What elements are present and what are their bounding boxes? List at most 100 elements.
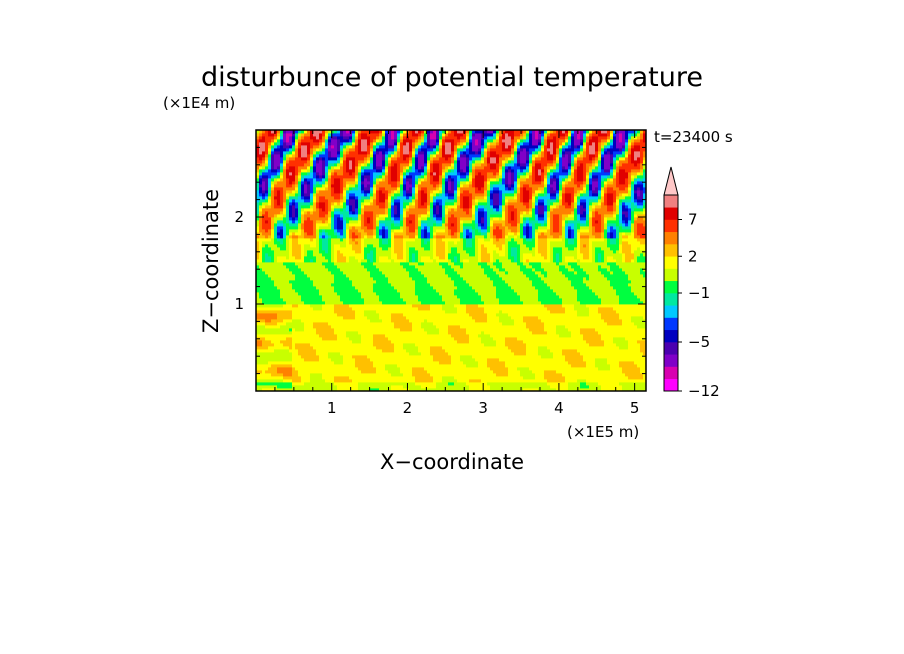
contour-cell bbox=[397, 208, 401, 212]
contour-cell bbox=[352, 349, 356, 353]
contour-cell bbox=[409, 142, 413, 146]
contour-cell bbox=[406, 295, 410, 299]
contour-cell bbox=[283, 238, 287, 242]
contour-cell bbox=[334, 343, 338, 347]
contour-cell bbox=[271, 262, 275, 266]
contour-cell bbox=[298, 316, 302, 320]
contour-cell bbox=[421, 340, 425, 344]
contour-cell bbox=[325, 379, 329, 383]
contour-cell bbox=[289, 217, 293, 221]
contour-cell bbox=[388, 199, 392, 203]
contour-cell bbox=[406, 148, 410, 152]
contour-cell bbox=[301, 283, 305, 287]
contour-cell bbox=[265, 388, 269, 391]
contour-cell bbox=[316, 316, 320, 320]
contour-cell bbox=[421, 304, 425, 308]
contour-cell bbox=[325, 133, 329, 137]
contour-cell bbox=[331, 322, 335, 326]
contour-cell bbox=[328, 178, 332, 182]
contour-cell bbox=[379, 157, 383, 161]
contour-cell bbox=[343, 196, 347, 200]
contour-cell bbox=[295, 340, 299, 344]
contour-cell bbox=[415, 232, 419, 236]
contour-cell bbox=[403, 232, 407, 236]
contour-cell bbox=[418, 265, 422, 269]
contour-cell bbox=[271, 292, 275, 296]
contour-cell bbox=[415, 292, 419, 296]
contour-cell bbox=[352, 301, 356, 305]
contour-cell bbox=[349, 271, 353, 275]
contour-cell bbox=[277, 334, 281, 338]
contour-cell bbox=[271, 241, 275, 245]
contour-cell bbox=[277, 301, 281, 305]
contour-cell bbox=[304, 175, 308, 179]
contour-cell bbox=[361, 262, 365, 266]
contour-cell bbox=[364, 130, 368, 134]
contour-cell bbox=[418, 343, 422, 347]
contour-cell bbox=[268, 358, 272, 362]
contour-cell bbox=[277, 349, 281, 353]
contour-cell bbox=[271, 154, 275, 158]
contour-cell bbox=[394, 247, 398, 251]
contour-cell bbox=[397, 316, 401, 320]
contour-cell bbox=[394, 196, 398, 200]
contour-cell bbox=[271, 142, 275, 146]
contour-cell bbox=[388, 148, 392, 152]
contour-cell bbox=[364, 223, 368, 227]
contour-cell bbox=[277, 241, 281, 245]
contour-cell bbox=[274, 319, 278, 323]
contour-cell bbox=[355, 196, 359, 200]
contour-cell bbox=[319, 244, 323, 248]
contour-cell bbox=[322, 247, 326, 251]
contour-cell bbox=[277, 160, 281, 164]
contour-cell bbox=[325, 241, 329, 245]
contour-cell bbox=[412, 226, 416, 230]
contour-cell bbox=[292, 166, 296, 170]
contour-cell bbox=[364, 307, 368, 311]
contour-cell bbox=[289, 265, 293, 269]
time-label: t=23400 s bbox=[654, 128, 733, 146]
contour-cell bbox=[304, 241, 308, 245]
contour-cell bbox=[334, 166, 338, 170]
contour-cell bbox=[319, 139, 323, 143]
contour-cell bbox=[325, 322, 329, 326]
contour-cell bbox=[421, 238, 425, 242]
contour-cell bbox=[295, 199, 299, 203]
contour-cell bbox=[403, 187, 407, 191]
contour-cell bbox=[283, 202, 287, 206]
contour-cell bbox=[298, 250, 302, 254]
contour-cell bbox=[376, 199, 380, 203]
contour-cell bbox=[379, 328, 383, 332]
contour-cell bbox=[316, 346, 320, 350]
contour-cell bbox=[304, 277, 308, 281]
contour-cell bbox=[349, 274, 353, 278]
contour-cell bbox=[367, 157, 371, 161]
contour-cell bbox=[424, 223, 428, 227]
contour-cell bbox=[337, 331, 341, 335]
contour-cell bbox=[397, 373, 401, 377]
contour-cell bbox=[409, 337, 413, 341]
contour-cell bbox=[364, 250, 368, 254]
contour-cell bbox=[340, 151, 344, 155]
contour-cell bbox=[331, 388, 335, 391]
contour-cell bbox=[298, 355, 302, 359]
contour-cell bbox=[286, 226, 290, 230]
contour-cell bbox=[415, 157, 419, 161]
contour-cell bbox=[271, 283, 275, 287]
contour-cell bbox=[262, 196, 266, 200]
contour-cell bbox=[349, 154, 353, 158]
contour-cell bbox=[397, 181, 401, 185]
contour-cell bbox=[301, 289, 305, 293]
contour-cell bbox=[397, 259, 401, 263]
contour-cell bbox=[382, 277, 386, 281]
contour-cell bbox=[322, 229, 326, 233]
contour-cell bbox=[382, 157, 386, 161]
contour-cell bbox=[331, 328, 335, 332]
contour-cell bbox=[301, 211, 305, 215]
contour-cell bbox=[391, 202, 395, 206]
contour-cell bbox=[304, 340, 308, 344]
contour-cell bbox=[394, 331, 398, 335]
contour-cell bbox=[325, 199, 329, 203]
contour-cell bbox=[316, 337, 320, 341]
contour-cell bbox=[394, 199, 398, 203]
